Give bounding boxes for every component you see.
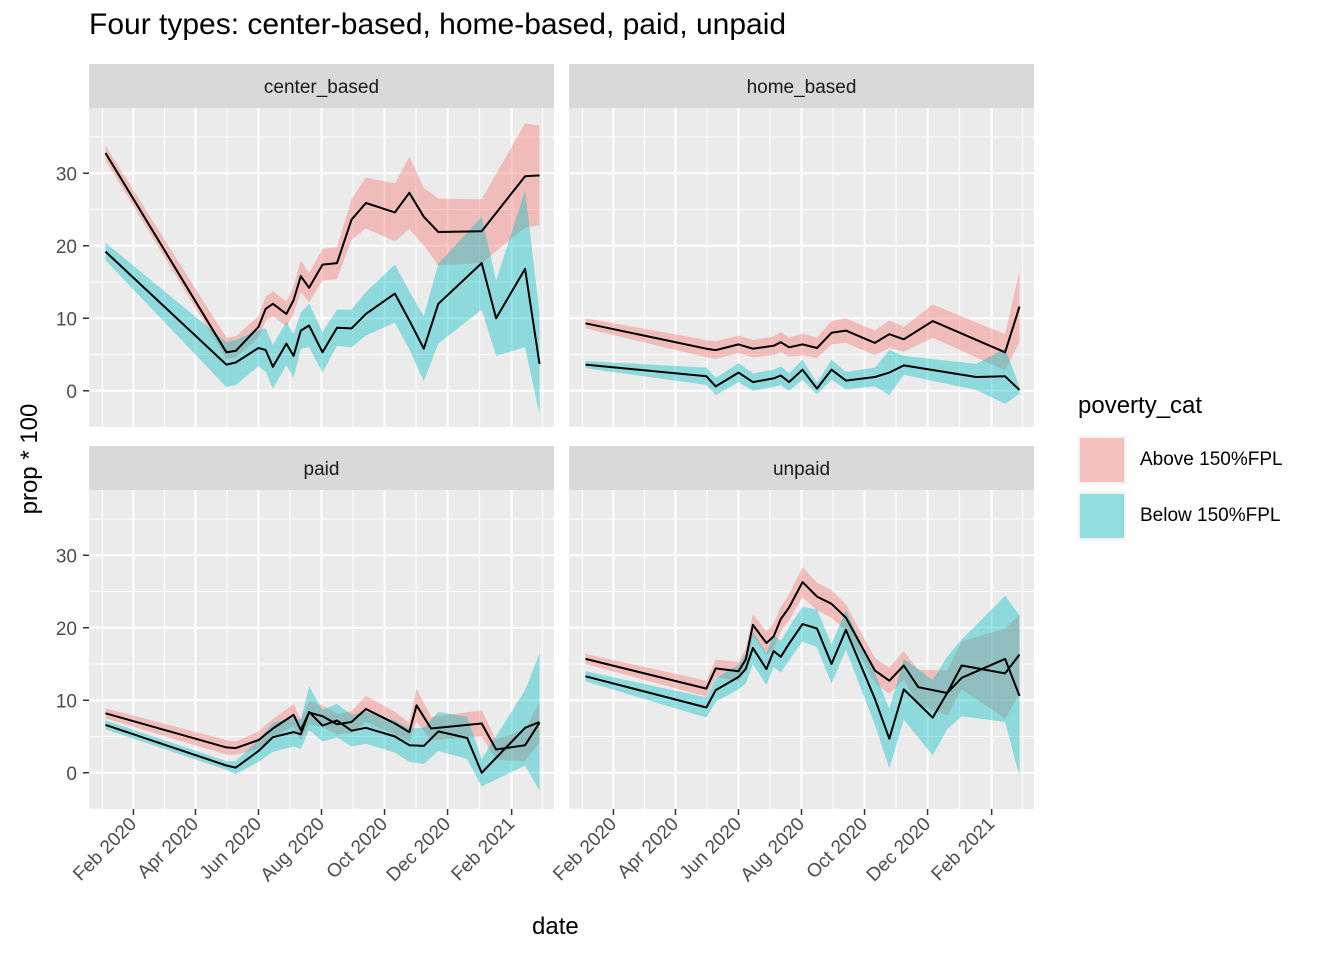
x-tick-label: Apr 2020 xyxy=(614,814,683,883)
facet-strip xyxy=(89,64,554,108)
y-axis-label: prop * 100 xyxy=(16,403,43,515)
x-tick-label: Feb 2021 xyxy=(448,814,520,886)
y-tick-label: 0 xyxy=(66,382,77,403)
facet-strip xyxy=(569,64,1034,108)
panel-center_based: center_based 0 10 20 30 xyxy=(56,64,554,427)
ribbon-below xyxy=(585,595,1020,777)
legend-label-above: Above 150%FPL xyxy=(1140,449,1283,470)
legend-entry: Above 150%FPL xyxy=(1078,432,1283,488)
line-above xyxy=(105,704,541,751)
line-below xyxy=(585,623,1021,740)
y-tick-label: 20 xyxy=(56,237,77,258)
y-tick-label: 20 xyxy=(56,619,77,640)
facet-strip-label: paid xyxy=(304,459,340,480)
x-axis-label: date xyxy=(532,913,579,940)
facet-strip xyxy=(569,446,1034,490)
legend: poverty_cat Above 150%FPL Below 150%FPL xyxy=(1078,392,1283,544)
x-tick-label: Dec 2020 xyxy=(863,814,935,886)
legend-label-below: Below 150%FPL xyxy=(1140,505,1281,526)
line-below xyxy=(104,250,541,368)
chart-title: Four types: center-based, home-based, pa… xyxy=(89,8,787,41)
legend-swatch-below xyxy=(1080,494,1124,538)
x-tick-label: Jun 2020 xyxy=(196,814,266,884)
ribbon-above xyxy=(105,123,540,359)
x-tick-label: Oct 2020 xyxy=(803,814,872,883)
line-above xyxy=(104,152,540,354)
line-below xyxy=(585,363,1021,391)
line-above xyxy=(585,306,1021,354)
facet-strip-label: center_based xyxy=(264,77,379,98)
y-tick-label: 30 xyxy=(56,546,77,567)
x-tick-label: Aug 2020 xyxy=(257,814,329,886)
x-tick-label: Feb 2021 xyxy=(928,814,1000,886)
y-tick-label: 30 xyxy=(56,164,77,185)
panel-home_based: home_based xyxy=(569,64,1034,427)
y-tick-label: 0 xyxy=(66,764,77,785)
facet-strip xyxy=(89,446,554,490)
legend-entry: Below 150%FPL xyxy=(1078,488,1283,544)
ribbon-below xyxy=(105,190,540,415)
x-tick-label: Jun 2020 xyxy=(676,814,746,884)
ribbon-below xyxy=(585,348,1020,404)
legend-swatch-above xyxy=(1080,438,1124,482)
y-tick-label: 10 xyxy=(56,691,77,712)
x-tick-label: Aug 2020 xyxy=(737,814,809,886)
ribbon-above xyxy=(585,566,1020,719)
x-tick-label: Apr 2020 xyxy=(134,814,203,883)
facet-strip-label: unpaid xyxy=(773,459,830,480)
legend-title: poverty_cat xyxy=(1078,392,1203,419)
x-tick-label: Feb 2020 xyxy=(549,814,621,886)
y-tick-label: 10 xyxy=(56,309,77,330)
x-tick-label: Feb 2020 xyxy=(69,814,141,886)
line-below xyxy=(105,710,540,774)
facet-strip-label: home_based xyxy=(747,77,857,98)
ribbon-below xyxy=(105,653,540,791)
line-above xyxy=(585,581,1021,694)
x-tick-label: Oct 2020 xyxy=(323,814,392,883)
x-tick-label: Dec 2020 xyxy=(383,814,455,886)
